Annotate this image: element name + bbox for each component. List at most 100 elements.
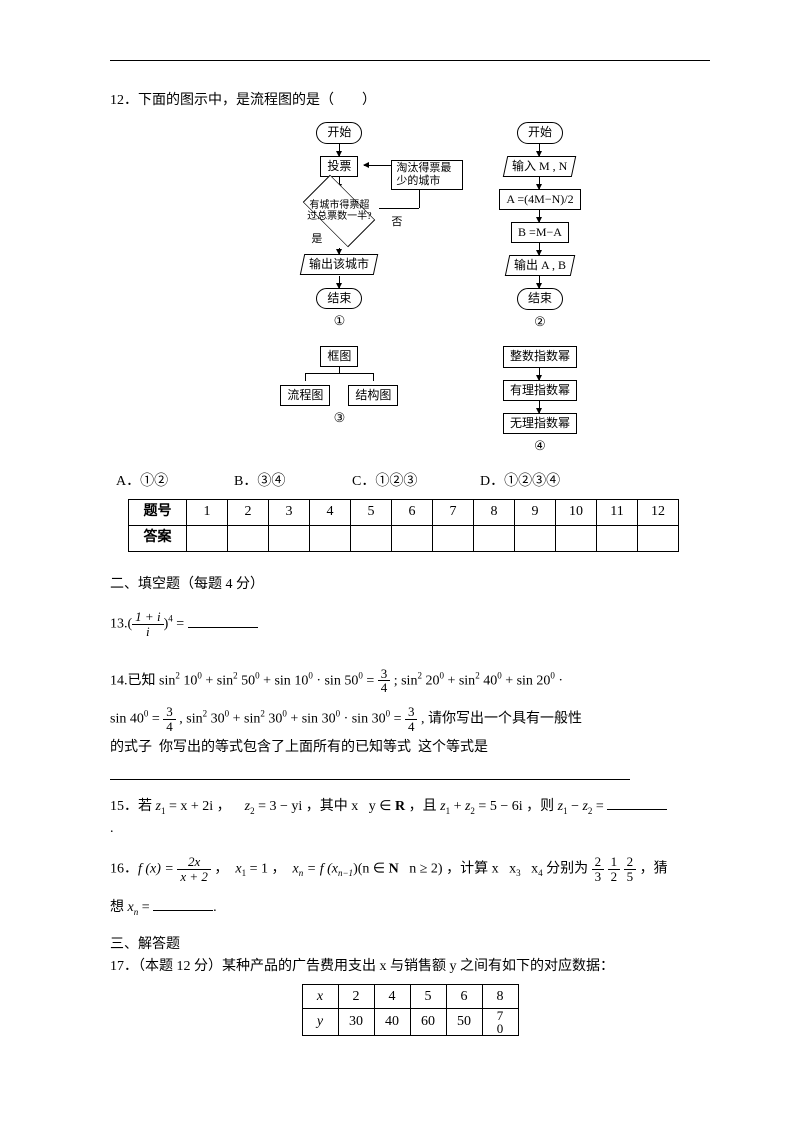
t: 3	[378, 667, 391, 682]
q13-den: i	[132, 625, 163, 639]
answer-h2: 答案	[129, 526, 187, 552]
q16-frac: 2xx + 2	[177, 855, 211, 883]
ans-8	[474, 526, 515, 552]
t: 20	[425, 673, 439, 688]
t: =	[592, 799, 607, 814]
flowchart-2: 开始 输入 M , N A =(4M−N)/2 B =M−A 输出 A , B …	[499, 122, 580, 332]
t: = x + 2i ，	[165, 799, 244, 814]
set-R: R	[395, 799, 405, 814]
t: 1	[446, 806, 451, 816]
q14-line3: 的式子 你写出的等式包含了上面所有的已知等式 这个等式是	[110, 737, 710, 759]
t: 10	[183, 673, 197, 688]
t: + sin	[444, 673, 475, 688]
ans-2	[228, 526, 269, 552]
t: = f (x	[303, 861, 338, 876]
q13: 13.(1 + ii)4 =	[110, 610, 710, 638]
t: ，且	[405, 799, 440, 814]
t: 1	[608, 855, 621, 870]
col-8: 8	[474, 500, 515, 526]
col-4: 4	[310, 500, 351, 526]
arrow-down-icon	[539, 243, 540, 255]
flow1-sidebox-l1: 淘汰得票最	[396, 162, 451, 174]
flow1-step1: 投票	[320, 156, 358, 177]
t: 分别为	[543, 861, 592, 876]
q17-y: y	[302, 1009, 338, 1036]
y5: 70	[482, 1009, 518, 1036]
y2: 40	[374, 1009, 410, 1036]
t: 30	[322, 711, 336, 726]
col-7: 7	[433, 500, 474, 526]
arrow-down-icon	[539, 401, 540, 413]
flow1-output-text: 输出该城市	[309, 255, 369, 274]
flow2-start: 开始	[517, 122, 563, 143]
set-N: N	[389, 861, 399, 876]
t: n ≥ 2) ，计算 x x	[399, 861, 516, 876]
ans-1	[187, 526, 228, 552]
t: ，猜	[636, 861, 668, 876]
x5: 8	[482, 985, 518, 1009]
t: 5	[624, 870, 637, 884]
t: + sin	[260, 673, 291, 688]
t: 50	[241, 673, 255, 688]
x4: 6	[446, 985, 482, 1009]
tree3-lines	[289, 367, 389, 381]
q12-left-col: 开始 投票 有城市得票超 过总票数一半? 否 淘汰得票最 少的城市	[239, 122, 439, 456]
t: 4	[405, 720, 418, 734]
ans-5	[351, 526, 392, 552]
answer-value-row: 答案	[129, 526, 679, 552]
t: 2	[624, 855, 637, 870]
t: 4	[163, 720, 176, 734]
flow1-output: 输出该城市	[300, 254, 379, 275]
q13-blank	[188, 614, 258, 628]
t: + sin	[287, 711, 318, 726]
option-b: B．③④	[234, 471, 352, 493]
ans-10	[556, 526, 597, 552]
x1: 2	[338, 985, 374, 1009]
answer-header-row: 题号 1 2 3 4 5 6 7 8 9 10 11 12	[129, 500, 679, 526]
tree4-num: ④	[534, 436, 546, 457]
arrow-down-icon	[339, 276, 340, 288]
q13-frac: 1 + ii	[132, 610, 163, 638]
q16: 16．f (x) = 2xx + 2 ， x1 = 1 ， xn = f (xn…	[110, 855, 710, 883]
q15-lead: 15．若	[110, 799, 156, 814]
q16-v1: 23	[592, 855, 605, 883]
q17-stem: 17．（本题 12 分）某种产品的广告费用支出 x 与销售额 y 之间有如下的对…	[110, 956, 710, 978]
q17-x: x	[302, 985, 338, 1009]
flow1-no-line-h	[379, 208, 419, 209]
q13-eq: =	[173, 617, 188, 632]
option-a: A．①②	[116, 471, 234, 493]
tree-4: 整数指数幂 有理指数幂 无理指数幂 ④	[503, 346, 577, 456]
t: = 3 − yi ，其中 x y ∈	[255, 799, 395, 814]
t: 40	[483, 673, 497, 688]
q17-table: x 2 4 5 6 8 y 30 40 60 50 70	[302, 984, 519, 1036]
t: 2x	[177, 855, 211, 870]
t: f (x) =	[138, 861, 177, 876]
flow1-yes-label: 是	[311, 231, 322, 249]
t: 10	[294, 673, 308, 688]
t: n−1	[338, 868, 353, 878]
t: 40	[130, 711, 144, 726]
answer-table: 题号 1 2 3 4 5 6 7 8 9 10 11 12 答案	[128, 499, 679, 552]
t: 4	[378, 681, 391, 695]
t: x + 2	[177, 870, 211, 884]
q16-v2: 12	[608, 855, 621, 883]
col-5: 5	[351, 500, 392, 526]
t: x	[521, 861, 539, 876]
flow2-end: 结束	[517, 288, 563, 309]
q12: 12．下面的图示中，是流程图的是（ ） 开始 投票 有城市得票超 过总票数一半?…	[110, 90, 710, 552]
arrow-down-icon	[539, 276, 540, 288]
q15-blank	[607, 796, 667, 810]
tree3-left: 流程图	[280, 385, 330, 406]
t: = 5 − 6i ，则	[475, 799, 558, 814]
t: sin	[110, 711, 130, 726]
arrow-down-icon	[539, 144, 540, 156]
flow2-output: 输出 A , B	[505, 255, 576, 276]
t: · sin	[340, 711, 368, 726]
y5b: 0	[497, 1021, 504, 1036]
q14-blank	[110, 766, 630, 780]
arrow-down-icon	[539, 210, 540, 222]
tree-3: 框图 流程图 结构图 ③	[280, 346, 398, 429]
t: 2	[608, 870, 621, 884]
y3: 60	[410, 1009, 446, 1036]
q14-f2: 34	[163, 705, 176, 733]
